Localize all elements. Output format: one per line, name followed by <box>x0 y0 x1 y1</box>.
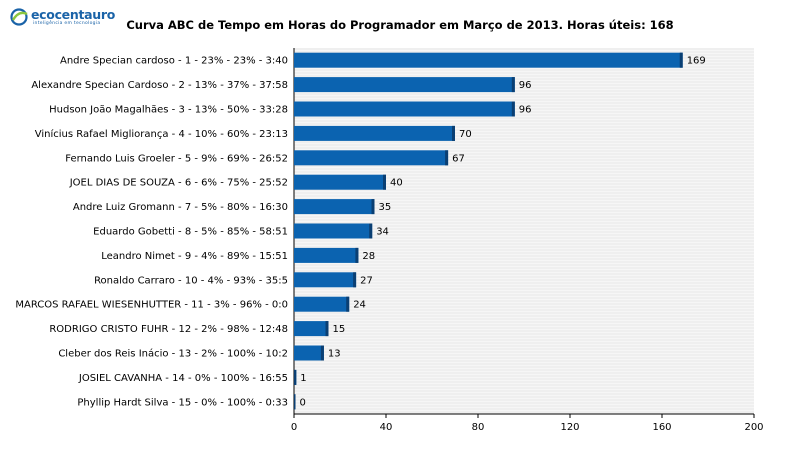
value-label: 96 <box>519 80 532 91</box>
bar-body <box>294 52 683 68</box>
category-label: Eduardo Gobetti - 8 - 5% - 85% - 58:51 <box>93 227 288 238</box>
bar-body <box>294 223 373 239</box>
value-label: 24 <box>353 300 366 311</box>
bar-edge <box>371 199 375 215</box>
x-tick-label: 120 <box>560 422 579 433</box>
category-label: Andre Luiz Gromann - 7 - 5% - 80% - 16:3… <box>73 202 288 213</box>
category-label: Andre Specian cardoso - 1 - 23% - 23% - … <box>60 56 288 67</box>
category-label: RODRIGO CRISTO FUHR - 12 - 2% - 98% - 12… <box>49 324 288 335</box>
bar-edge <box>355 247 359 263</box>
bar-body <box>294 345 324 361</box>
logo-swirl-icon <box>10 8 28 26</box>
bar <box>294 272 357 288</box>
bar-body <box>294 125 455 141</box>
category-label: MARCOS RAFAEL WIESENHUTTER - 11 - 3% - 9… <box>15 300 288 311</box>
value-label: 0 <box>300 397 306 408</box>
logo-tagline: inteligência em tecnologia <box>33 21 101 26</box>
category-label: Cleber dos Reis Inácio - 13 - 2% - 100% … <box>58 348 288 360</box>
category-label: Leandro Nimet - 9 - 4% - 89% - 15:51 <box>101 251 288 262</box>
bar-body <box>294 150 449 166</box>
category-label: Vinícius Rafael Migliorança - 4 - 10% - … <box>35 128 288 140</box>
bar-edge <box>369 223 373 239</box>
category-label: JOEL DIAS DE SOUZA - 6 - 6% - 75% - 25:5… <box>69 178 288 189</box>
bar-edge <box>346 296 350 312</box>
category-label: Fernando Luis Groeler - 5 - 9% - 69% - 2… <box>65 153 288 164</box>
category-label: Alexandre Specian Cardoso - 2 - 13% - 37… <box>31 80 288 91</box>
x-tick-label: 0 <box>291 422 297 433</box>
value-label: 67 <box>452 153 465 164</box>
bar-body <box>294 174 386 190</box>
bar <box>294 296 350 312</box>
chart-title: Curva ABC de Tempo em Horas do Programad… <box>126 18 674 32</box>
bar <box>294 77 515 93</box>
bar <box>294 223 373 239</box>
bar <box>294 247 359 263</box>
value-label: 34 <box>376 227 389 238</box>
bar <box>294 174 386 190</box>
value-label: 28 <box>362 251 375 262</box>
bar-edge <box>452 125 455 141</box>
bar-edge <box>511 101 515 117</box>
logo-wordmark: ecocentauro <box>31 7 116 22</box>
value-label: 27 <box>360 275 373 286</box>
ecocentauro-logo: ecocentauro inteligência em tecnologia <box>10 6 120 28</box>
x-tick-label: 160 <box>652 422 671 433</box>
value-label: 1 <box>300 373 306 384</box>
bar <box>294 345 324 361</box>
bar-body <box>294 247 359 263</box>
value-label: 96 <box>519 105 532 116</box>
bar-edge <box>511 77 515 93</box>
bar-body <box>294 272 357 288</box>
bar-edge <box>320 345 324 361</box>
category-labels: Andre Specian cardoso - 1 - 23% - 23% - … <box>15 56 288 409</box>
bar-body <box>294 101 515 117</box>
bar-edge <box>679 52 683 68</box>
bar-edge <box>294 369 297 385</box>
bar-edge <box>294 394 296 410</box>
bar <box>294 369 297 385</box>
bar-body <box>294 77 515 93</box>
bar <box>294 199 375 215</box>
bar-edge <box>445 150 449 166</box>
bar <box>294 125 455 141</box>
value-label: 35 <box>379 202 392 213</box>
x-tick-label: 200 <box>744 422 763 433</box>
value-label: 15 <box>333 324 346 335</box>
category-label: Hudson João Magalhães - 3 - 13% - 50% - … <box>49 105 288 116</box>
value-label: 70 <box>459 129 472 140</box>
bar-body <box>294 199 375 215</box>
bar <box>294 101 515 117</box>
category-label: Ronaldo Carraro - 10 - 4% - 93% - 35:5 <box>94 275 288 286</box>
bar <box>294 150 449 166</box>
bar <box>294 321 329 337</box>
value-labels: 169 96 96 70 67 40 35 34 28 27 24 15 13 1 0 <box>300 56 706 409</box>
value-label: 13 <box>328 349 341 360</box>
bar <box>294 52 683 68</box>
category-label: Phyllip Hardt Silva - 15 - 0% - 100% - 0… <box>77 397 288 408</box>
bar-edge <box>353 272 357 288</box>
category-label: JOSIEL CAVANHA - 14 - 0% - 100% - 16:55 <box>78 373 288 384</box>
bars <box>294 52 683 410</box>
bar-edge <box>325 321 329 337</box>
bar <box>294 394 296 410</box>
value-label: 169 <box>687 56 706 67</box>
value-label: 40 <box>390 178 403 189</box>
x-tick-label: 40 <box>380 422 393 433</box>
x-tick-label: 80 <box>472 422 485 433</box>
bar-edge <box>383 174 386 190</box>
bar-body <box>294 321 329 337</box>
bar-body <box>294 296 350 312</box>
